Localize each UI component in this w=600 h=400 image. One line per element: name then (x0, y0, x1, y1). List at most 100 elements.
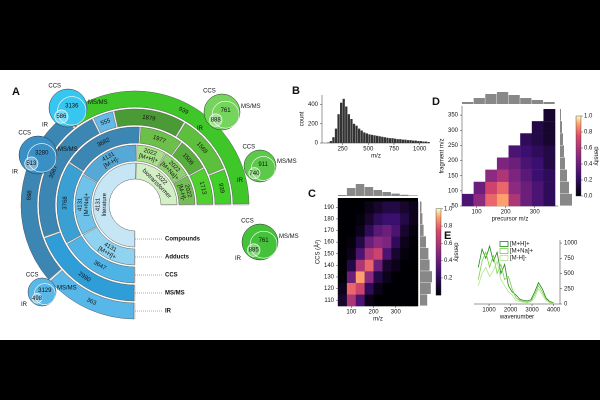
venn-count: 740 (249, 171, 260, 177)
colorbar-label: density (452, 242, 458, 261)
heatmap-cell (508, 193, 521, 207)
heatmap-cell (391, 236, 401, 249)
segment-value: 3768 (62, 196, 68, 210)
heatmap-cell (364, 294, 374, 307)
venn-set-label: IR (12, 170, 19, 176)
y-tick-label: 170 (324, 228, 335, 234)
heatmap-cell (346, 224, 356, 237)
heatmap-cell (531, 193, 544, 207)
heatmap-cell (364, 224, 374, 237)
heatmap-cell (382, 201, 392, 214)
heatmap-cell (543, 133, 556, 146)
venn-set (243, 149, 277, 183)
histogram-bar (368, 134, 371, 143)
histogram-bar (334, 128, 338, 143)
marginal-bar (420, 259, 430, 271)
sunburst-segment (82, 226, 135, 266)
segment-value: 698 (27, 190, 34, 201)
legend-swatch (499, 255, 509, 261)
heatmap-cell (364, 247, 374, 260)
venn-set (209, 113, 223, 127)
histogram-bar (417, 141, 420, 143)
heatmap-cell (531, 133, 544, 146)
venn-set (31, 293, 43, 304)
heatmap-cell (496, 157, 509, 170)
sunburst-segment (50, 270, 135, 320)
y-tick-label: 350 (448, 113, 459, 119)
segment-value: 3682 (97, 137, 112, 149)
histogram-bar (422, 141, 425, 143)
marginal-bar (420, 201, 422, 213)
histogram-bar (419, 141, 422, 143)
histogram-bar (394, 138, 397, 143)
marginal-bar (560, 157, 565, 170)
heatmap-cell (400, 236, 410, 249)
segment-name: [M+Na]+ (84, 192, 90, 216)
histogram-bar (347, 114, 350, 143)
marginal-bar (420, 294, 428, 306)
sunburst-segment (173, 175, 196, 205)
venn-set (247, 243, 261, 257)
venn-set-label: IR (21, 302, 28, 308)
segment-name: [M-H]- (176, 184, 186, 202)
marginal-bar (382, 192, 391, 196)
x-tick-label: 200 (501, 210, 512, 216)
segment-name: [M+H]+ (138, 153, 159, 164)
histogram-bar (342, 98, 345, 143)
venn-count: 911 (258, 162, 268, 168)
heatmap-cell (364, 271, 374, 283)
histogram-bar (409, 140, 412, 143)
heatmap-cell (409, 224, 419, 237)
histogram-bar (332, 137, 335, 143)
heatmap-cell (338, 236, 348, 249)
panel-label: A (12, 86, 20, 98)
segment-value: 363 (85, 297, 97, 307)
segment-value: 939 (177, 106, 189, 116)
y-tick-label: 50 (451, 204, 458, 210)
colorbar-tick-label: 0.8 (584, 130, 593, 136)
x-axis-label: m/z (373, 317, 383, 323)
heatmap-cell (473, 193, 486, 207)
venn-set-label: CCS (242, 145, 255, 151)
heatmap-cell (373, 282, 383, 295)
marginal-bar (508, 95, 520, 104)
heatmap-cell (508, 157, 521, 170)
venn-set-label: CCS (241, 219, 254, 225)
marginal-bar (420, 282, 431, 294)
venn-set-label: CCS (203, 89, 216, 95)
marginal-bar (560, 133, 563, 145)
x-tick-label: 750 (389, 147, 400, 153)
heatmap-cell (543, 193, 556, 207)
y-tick-label: 110 (324, 298, 334, 304)
sunburst-segment (74, 174, 98, 235)
y-tick-label: 200 (448, 158, 459, 164)
heatmap-cell (346, 247, 356, 260)
venn-count: 885 (249, 248, 260, 254)
heatmap-cell (391, 259, 401, 272)
heatmap-cell (364, 213, 374, 225)
y-tick-label: 250 (564, 286, 575, 292)
heatmap-cell (391, 282, 401, 295)
heatmap-cell (543, 157, 556, 170)
marginal-bar (485, 94, 497, 104)
colorbar-tick-label: 0.6 (584, 146, 593, 152)
heatmap-cell (338, 213, 348, 225)
heatmap-cell (364, 259, 374, 272)
heatmap-cell (496, 181, 509, 195)
sunburst-segment (69, 90, 250, 205)
heatmap-cell (346, 201, 356, 214)
colorbar-tick-label: 0.4 (584, 162, 593, 168)
y-tick-label: 150 (448, 173, 459, 179)
histogram-bar (401, 139, 404, 143)
heatmap-cell (485, 169, 498, 182)
y-tick-label: 0 (315, 141, 319, 147)
legend-label: [M+Na]+ (510, 249, 534, 255)
histogram-bar (373, 135, 376, 143)
ring-label: Compounds (165, 237, 201, 243)
panel-label: E (444, 230, 451, 242)
heatmap-cell (409, 294, 419, 307)
marginal-bar (560, 145, 564, 158)
histogram-bar (414, 140, 417, 143)
venn-count: 586 (56, 114, 67, 120)
